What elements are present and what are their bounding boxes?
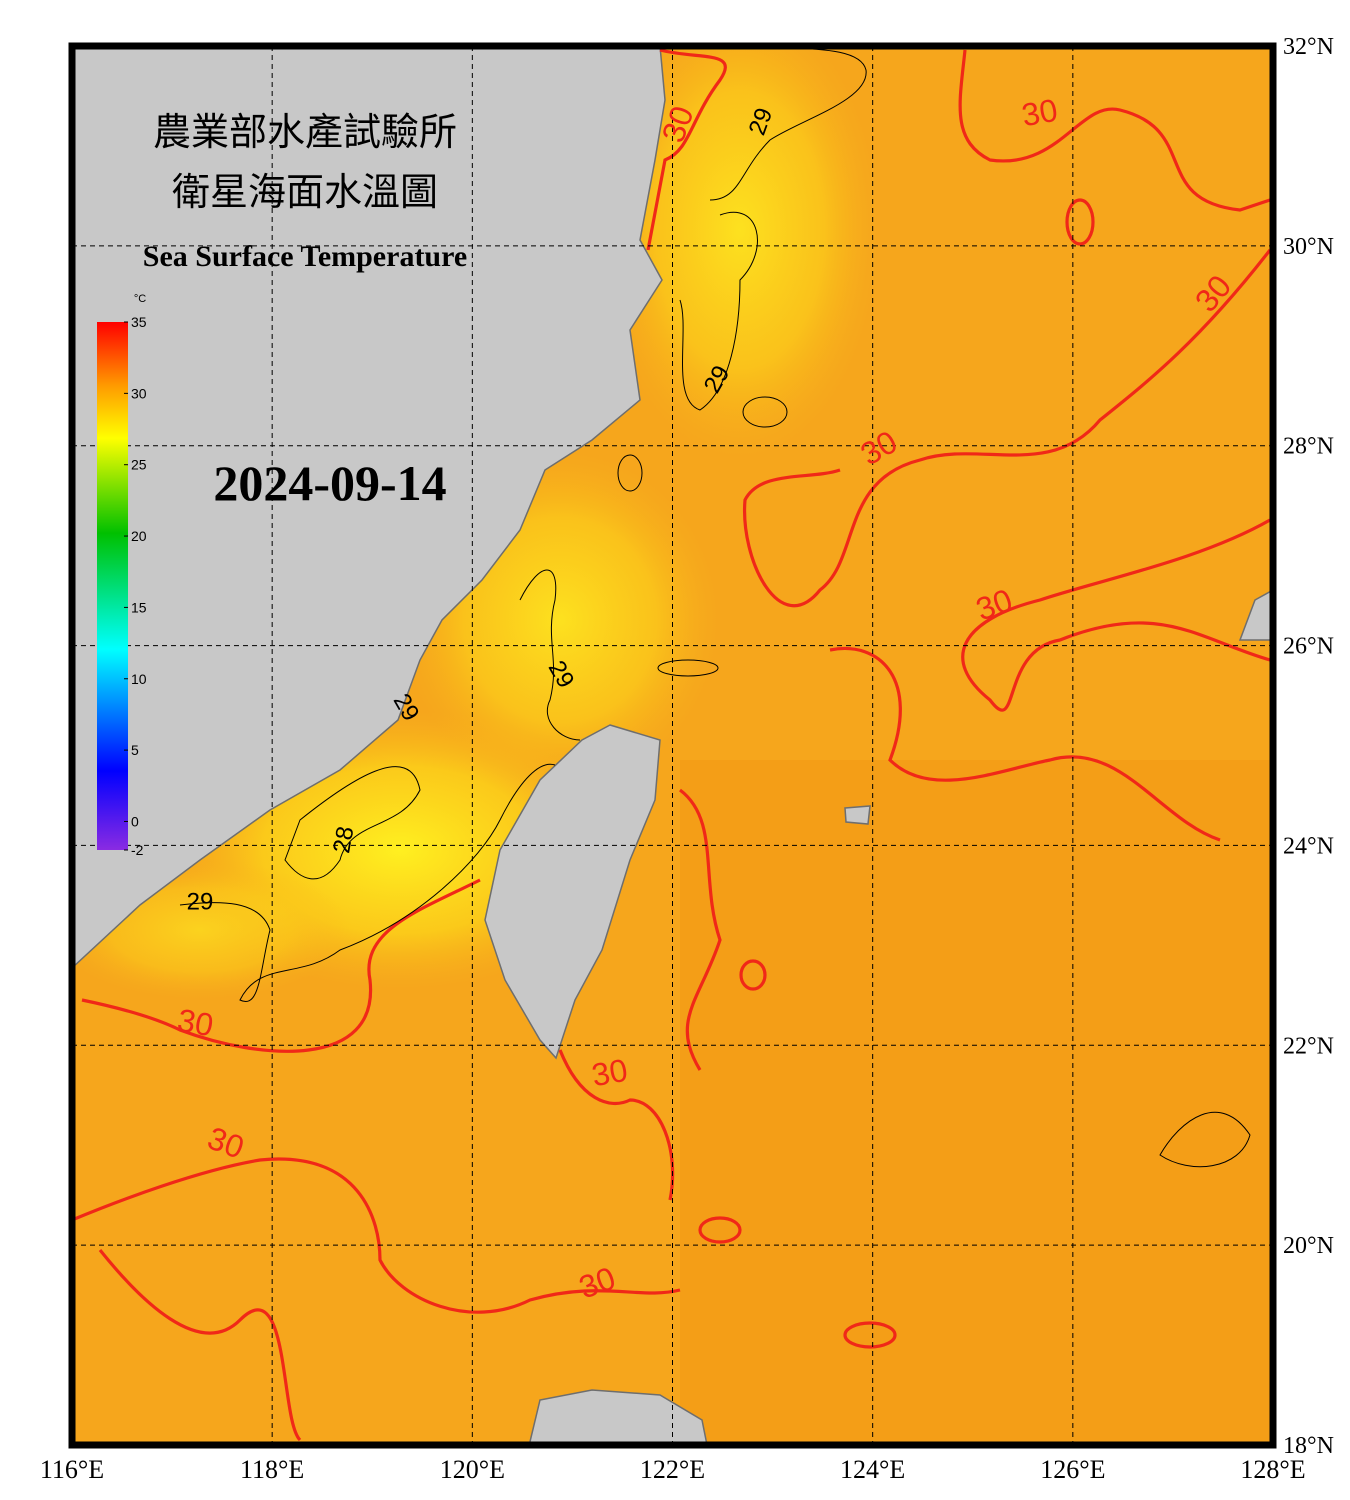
lon-label: 122°E: [640, 1455, 705, 1484]
contour-30: [646, 48, 727, 251]
lat-label: 32°N: [1283, 34, 1334, 60]
date: 2024-09-14: [213, 455, 446, 511]
title-zh-1: 農業部水產試驗所: [153, 112, 457, 154]
colorbar-tick-label: -2: [131, 842, 144, 858]
colorbar: [97, 322, 128, 850]
title-zh-2: 衛星海面水溫圖: [172, 172, 438, 214]
lon-label: 126°E: [1040, 1455, 1105, 1484]
lat-label: 22°N: [1283, 1033, 1334, 1059]
contour-29: [179, 763, 556, 1003]
colorbar-tick-label: 25: [131, 457, 147, 473]
contour-29: [617, 454, 643, 492]
contour-29: [742, 396, 788, 428]
contour-30: [558, 1049, 675, 1201]
contour-28: [284, 766, 421, 880]
contour-29: [1159, 1111, 1251, 1168]
contour-30: [98, 1249, 302, 1442]
lon-label: 118°E: [240, 1455, 304, 1484]
colorbar-tick-label: 30: [131, 385, 147, 401]
lat-label: 28°N: [1283, 434, 1334, 460]
contour-30: [742, 249, 1272, 608]
lon-label: 116°E: [40, 1455, 104, 1484]
colorbar-tick-label: 5: [131, 742, 139, 758]
colorbar-tick-label: 35: [131, 314, 147, 330]
contour-label: 30: [589, 1052, 630, 1094]
map-frame: [68, 42, 1277, 1449]
contour-30: [958, 49, 1271, 212]
contour-30: [679, 788, 722, 1071]
contour-label: 28: [328, 824, 359, 855]
contour-29: [709, 46, 867, 201]
contour-30: [698, 1216, 742, 1244]
colorbar-tick-label: 10: [131, 671, 147, 687]
lat-label: 30°N: [1283, 234, 1334, 260]
lon-label: 128°E: [1240, 1455, 1305, 1484]
colorbar-tick-label: 15: [131, 599, 147, 615]
contour-29: [657, 659, 719, 677]
contour-30: [72, 1157, 681, 1314]
island: [844, 805, 871, 825]
contour-30: [843, 1321, 897, 1349]
contour-label: 29: [187, 888, 214, 915]
contour-30: [829, 647, 1221, 842]
china-coast: [72, 46, 666, 970]
contour-30: [1065, 198, 1095, 246]
colorbar-unit: °C: [134, 293, 146, 305]
lat-label: 20°N: [1283, 1233, 1334, 1259]
lat-label: 18°N: [1283, 1433, 1334, 1459]
lon-label: 120°E: [440, 1455, 505, 1484]
ocean-warm: [680, 760, 1273, 1445]
colorbar-tick-label: 20: [131, 528, 147, 544]
cool-water: [600, 46, 880, 460]
island: [1238, 589, 1273, 641]
colorbar-ticks: 35 30 25 20 15 10 5 0 -2: [124, 314, 147, 858]
contour-30: [739, 959, 767, 991]
lat-label: 24°N: [1283, 833, 1334, 859]
contour-30: [961, 518, 1271, 712]
colorbar-tick-label: 0: [131, 813, 139, 829]
graticule: [72, 46, 1273, 1445]
lat-label: 26°N: [1283, 634, 1334, 660]
luzon: [528, 1389, 708, 1445]
contour-29: [519, 569, 581, 741]
axis-labels: 116°E 118°E 120°E 122°E 124°E 126°E 128°E 32°N 3…: [40, 34, 1334, 1484]
taiwan: [484, 724, 661, 1060]
lon-label: 124°E: [840, 1455, 905, 1484]
contour-label: 30: [175, 1002, 216, 1044]
contour-29: [679, 212, 758, 411]
contour-label: 30: [1019, 92, 1060, 134]
title-en: Sea Surface Temperature: [143, 240, 467, 273]
contour-30: [81, 878, 481, 1053]
